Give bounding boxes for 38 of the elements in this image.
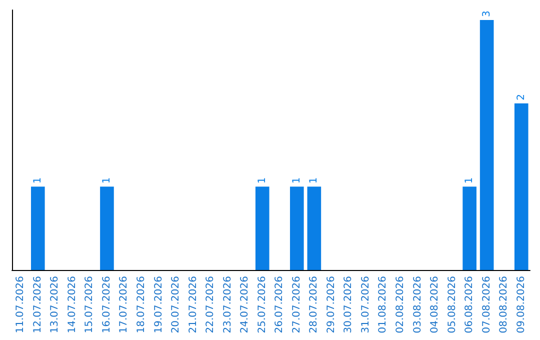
x-tick-label: 17.07.2026 bbox=[118, 276, 130, 334]
x-tick-label: 09.08.2026 bbox=[516, 276, 527, 334]
x-tick-label: 30.07.2026 bbox=[343, 276, 354, 334]
x-tick-label: 19.07.2026 bbox=[153, 276, 164, 334]
data-label: 2 bbox=[516, 94, 527, 100]
data-label: 3 bbox=[481, 10, 492, 17]
x-tick-label: 25.07.2026 bbox=[256, 276, 268, 334]
x-tick-label: 15.07.2026 bbox=[84, 276, 96, 334]
x-tick-label: 14.07.2026 bbox=[66, 276, 78, 334]
data-label: 1 bbox=[101, 177, 112, 184]
x-tick-label: 29.07.2026 bbox=[326, 276, 337, 334]
x-tick-label: 28.07.2026 bbox=[308, 276, 320, 334]
x-tick-label: 08.08.2026 bbox=[498, 276, 510, 334]
x-tick-label: 20.07.2026 bbox=[170, 276, 182, 334]
x-tick-label: 31.07.2026 bbox=[360, 276, 372, 334]
x-tick-label: 23.07.2026 bbox=[222, 276, 234, 334]
x-tick-label: 01.08.2026 bbox=[378, 276, 389, 334]
x-tick-label: 06.08.2026 bbox=[464, 276, 476, 334]
data-label: 1 bbox=[464, 177, 476, 184]
x-tick-label: 05.08.2026 bbox=[446, 276, 458, 334]
data-label: 1 bbox=[32, 177, 44, 184]
x-tick-label: 24.07.2026 bbox=[240, 276, 251, 334]
x-tick-label: 21.07.2026 bbox=[188, 276, 199, 334]
x-tick-label: 11.07.2026 bbox=[15, 276, 26, 334]
x-tick-label: 12.07.2026 bbox=[32, 276, 44, 334]
x-tick-label: 18.07.2026 bbox=[136, 276, 147, 334]
x-tick-label: 04.08.2026 bbox=[430, 276, 441, 334]
x-tick-label: 03.08.2026 bbox=[412, 276, 424, 334]
x-tick-label: 13.07.2026 bbox=[50, 276, 61, 334]
data-label: 1 bbox=[256, 177, 268, 184]
data-label: 1 bbox=[308, 177, 320, 184]
x-tick-label: 22.07.2026 bbox=[205, 276, 216, 334]
x-tick-label: 07.08.2026 bbox=[481, 276, 492, 334]
x-tick-label: 27.07.2026 bbox=[291, 276, 302, 334]
x-tick-label: 02.08.2026 bbox=[395, 276, 406, 334]
x-tick-label: 26.07.2026 bbox=[274, 276, 286, 334]
data-label: 1 bbox=[291, 177, 302, 184]
x-tick-label: 16.07.2026 bbox=[101, 276, 112, 334]
